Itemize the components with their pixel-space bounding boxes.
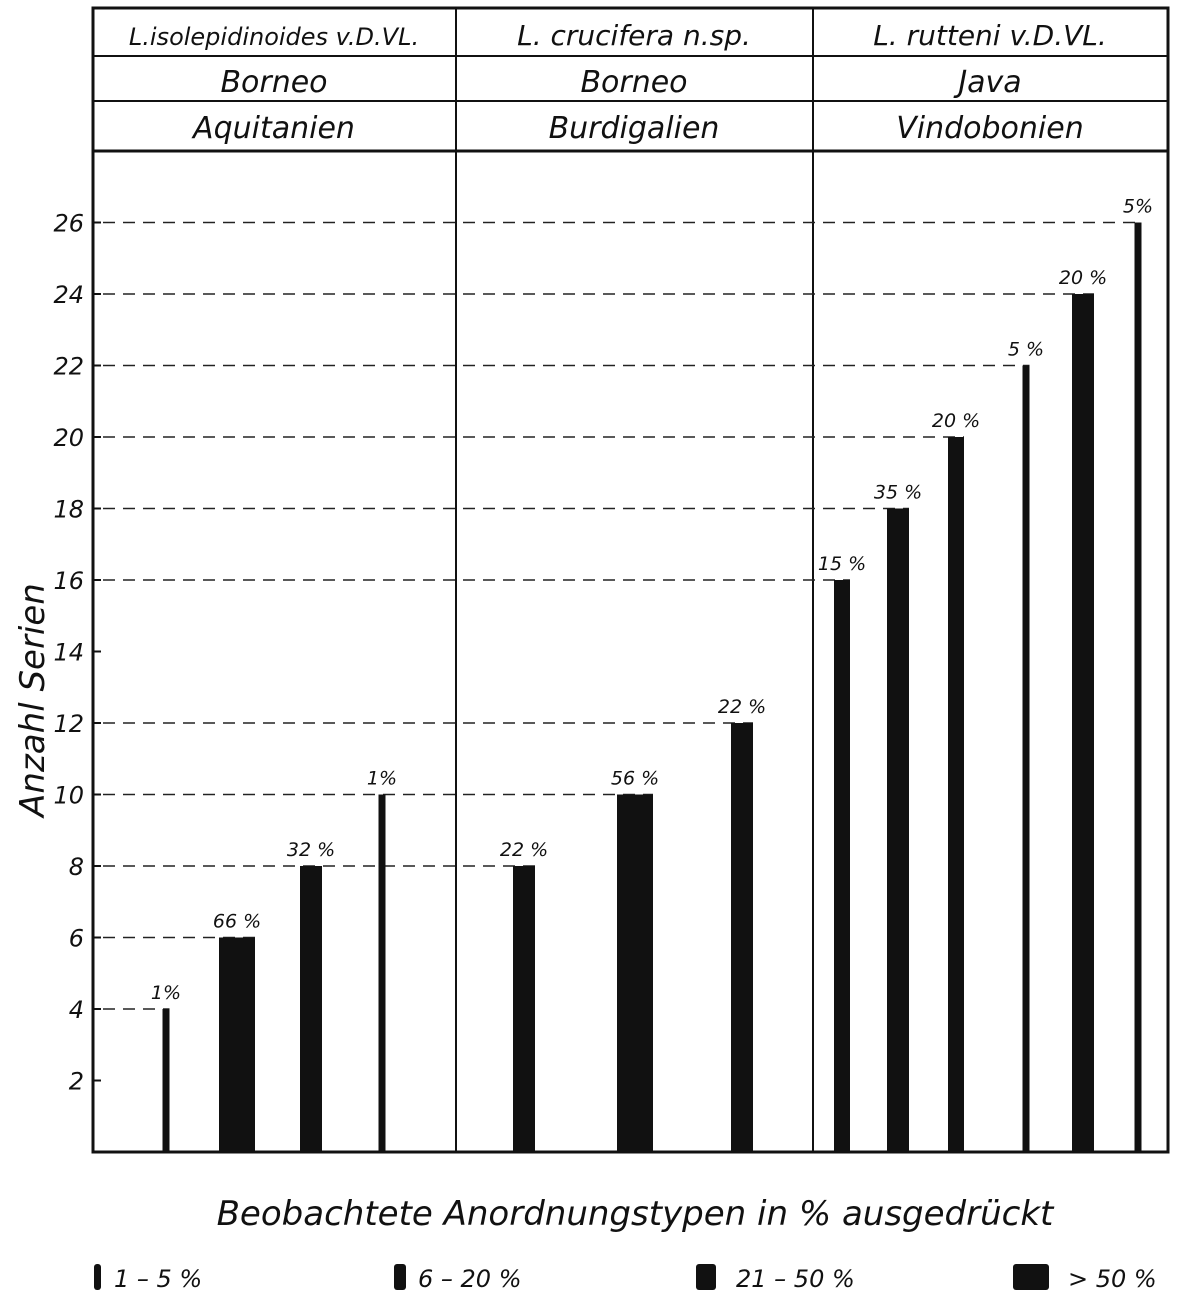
y-tick-label: 2 [69, 1068, 84, 1096]
legend-label: 1 – 5 % [114, 1265, 202, 1293]
bar-label: 20 % [932, 410, 980, 432]
bar-label: 5 % [1008, 339, 1044, 361]
bar-label: 20 % [1059, 267, 1107, 289]
bar-label: 15 % [818, 553, 866, 575]
y-tick-label: 10 [53, 782, 84, 810]
panel-2-locality: Borneo [580, 65, 687, 100]
bar [834, 580, 850, 1152]
bar [731, 723, 753, 1152]
y-tick-label: 8 [69, 853, 84, 881]
plot-area: 1% 66 % 32 % 1% 22 % 56 % 22 % 15 % 35 % 20 % 5 % 2… [91, 8, 1170, 1154]
legend-swatch [94, 1264, 101, 1290]
y-tick-label: 18 [53, 496, 84, 524]
panel-1-locality: Borneo [220, 65, 327, 100]
panel-2-species: L. crucifera n.sp. [517, 19, 751, 52]
y-tick-label: 6 [69, 925, 84, 953]
bar [1022, 365, 1030, 1152]
bar [948, 437, 964, 1152]
bar [1072, 294, 1094, 1152]
bar-labels: 1% 66 % 32 % 1% 22 % 56 % 22 % 15 % 35 % 20 % 5 % 2… [151, 196, 1153, 1005]
bar [887, 508, 909, 1152]
bar [162, 1009, 170, 1152]
panel-1-stage: Aquitanien [191, 111, 355, 146]
legend-swatch [394, 1264, 406, 1290]
legend-label: 21 – 50 % [736, 1265, 855, 1293]
bar [300, 866, 322, 1152]
y-tick-label: 14 [53, 639, 84, 667]
y-tick-label: 12 [53, 710, 84, 738]
panel-3-locality: Java [953, 65, 1021, 100]
legend-swatch [1013, 1264, 1049, 1290]
y-tick-label: 16 [53, 567, 84, 595]
y-tick-label: 20 [53, 424, 84, 452]
panel-2-stage: Burdigalien [549, 111, 720, 146]
legend-swatch [696, 1264, 716, 1290]
y-axis-title: Anzahl Serien [13, 583, 53, 819]
y-tick-label: 26 [53, 210, 84, 238]
panel-3-stage: Vindobonien [896, 111, 1084, 146]
bar-label: 1% [151, 982, 181, 1004]
header-table: L.isolepidinoides v.D.VL. Borneo Aquitan… [91, 6, 1170, 153]
panel-1-species: L.isolepidinoides v.D.VL. [129, 23, 419, 51]
bar-label: 32 % [287, 839, 335, 861]
bars [162, 222, 1142, 1152]
legend-label: > 50 % [1068, 1265, 1157, 1293]
bar [1134, 222, 1142, 1152]
y-tick-label: 22 [53, 353, 84, 381]
legend-label: 6 – 20 % [418, 1265, 522, 1293]
bar-label: 22 % [500, 839, 548, 861]
x-axis-title: Beobachtete Anordnungstypen in % ausgedr… [217, 1194, 1055, 1234]
bar [617, 794, 653, 1152]
bar-label: 5% [1123, 196, 1153, 218]
legend: 1 – 5 % 6 – 20 % 21 – 50 % > 50 % [94, 1264, 1157, 1293]
panel-3-species: L. rutteni v.D.VL. [873, 19, 1107, 52]
bar-label: 66 % [213, 911, 261, 933]
bar [219, 937, 255, 1152]
bar [513, 866, 535, 1152]
bar [378, 794, 386, 1152]
grid-lines [103, 221, 1142, 1010]
bar-label: 35 % [874, 482, 922, 504]
bar-label: 1% [367, 768, 397, 790]
y-tick-label: 4 [69, 996, 84, 1024]
bar-label: 22 % [718, 696, 766, 718]
bar-label: 56 % [611, 768, 659, 790]
y-tick-label: 24 [53, 281, 84, 309]
